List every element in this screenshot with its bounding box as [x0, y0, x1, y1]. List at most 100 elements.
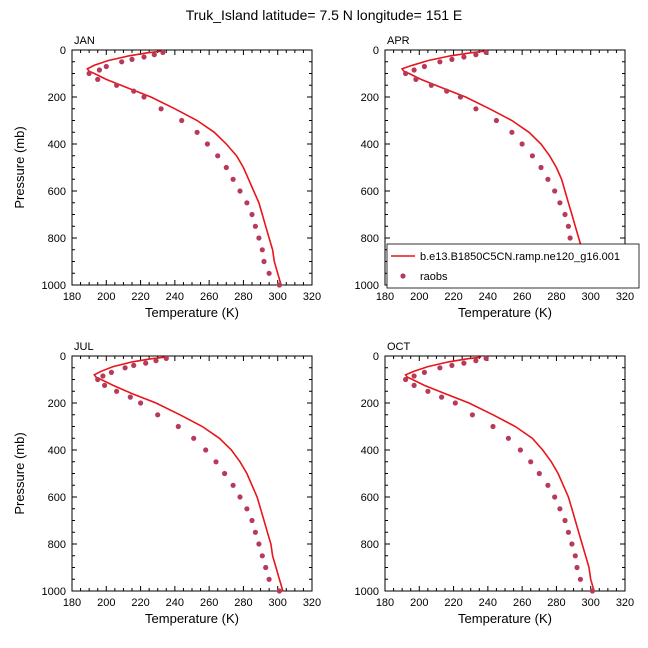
raobs-point	[569, 541, 575, 547]
raobs-point	[175, 423, 181, 430]
figure-title: Truk_Island latitude= 7.5 N longitude= 1…	[186, 7, 463, 23]
raobs-point	[276, 588, 282, 594]
model-line	[86, 50, 282, 286]
x-tick-label: 200	[97, 597, 115, 609]
y-tick-label: 200	[48, 398, 66, 410]
x-tick-label: 220	[444, 597, 462, 609]
raobs-point	[252, 529, 258, 535]
raobs-point	[86, 70, 92, 77]
y-tick-label: 800	[48, 233, 66, 245]
x-tick-label: 220	[131, 291, 149, 303]
y-tick-label: 600	[361, 186, 379, 198]
y-tick-label: 1000	[42, 280, 66, 292]
raobs-point	[428, 82, 434, 88]
x-tick-label: 300	[582, 291, 600, 303]
x-tick-label: 300	[269, 597, 287, 609]
raobs-point	[565, 223, 572, 229]
y-tick-label: 800	[361, 539, 379, 551]
raobs-point	[505, 435, 511, 441]
panel-title: JUL	[74, 341, 94, 353]
raobs-point	[179, 117, 185, 124]
raobs-point	[108, 369, 114, 375]
raobs-point	[256, 235, 262, 241]
raobs-point	[490, 423, 496, 430]
raobs-point	[519, 141, 525, 147]
raobs-point	[155, 412, 161, 418]
raobs-point	[259, 553, 265, 559]
raobs-point	[252, 223, 258, 229]
raobs-point	[141, 94, 147, 100]
raobs-point	[138, 400, 144, 406]
raobs-point	[230, 176, 236, 182]
y-tick-label: 400	[361, 139, 379, 151]
raobs-point	[237, 188, 243, 194]
model-line	[404, 356, 595, 592]
raobs-point	[131, 88, 137, 94]
raobs-point	[191, 435, 197, 441]
raobs-point	[567, 235, 573, 241]
x-tick-label: 260	[513, 291, 531, 303]
y-tick-label: 200	[361, 398, 379, 410]
raobs-point	[249, 517, 255, 524]
raobs-point	[473, 52, 479, 58]
raobs-point	[129, 56, 135, 63]
x-tick-label: 300	[582, 597, 600, 609]
raobs-point	[557, 506, 563, 512]
y-tick-label: 1000	[355, 280, 379, 292]
x-tick-label: 180	[376, 597, 394, 609]
x-tick-label: 320	[303, 291, 321, 303]
x-tick-label: 200	[97, 291, 115, 303]
y-tick-label: 400	[48, 445, 66, 457]
legend-marker-swatch	[400, 273, 406, 279]
raobs-point	[143, 360, 149, 366]
raobs-point	[552, 494, 558, 500]
x-tick-label: 220	[444, 291, 462, 303]
raobs-point	[237, 494, 243, 500]
raobs-point	[194, 129, 200, 135]
x-tick-label: 280	[547, 291, 565, 303]
y-tick-label: 800	[361, 233, 379, 245]
raobs-point	[536, 470, 542, 477]
y-axis-label: Pressure (mb)	[12, 432, 27, 514]
raobs-point	[141, 54, 147, 60]
raobs-point	[577, 576, 584, 582]
raobs-point	[528, 459, 534, 465]
raobs-point	[203, 447, 209, 453]
raobs-point	[449, 362, 455, 368]
raobs-point	[545, 176, 551, 182]
x-tick-label: 200	[410, 291, 428, 303]
raobs-point	[266, 270, 272, 276]
raobs-point	[151, 52, 157, 58]
y-tick-label: 600	[48, 186, 66, 198]
raobs-point	[222, 470, 228, 477]
raobs-point	[96, 67, 102, 73]
x-tick-label: 220	[131, 597, 149, 609]
raobs-point	[261, 258, 267, 265]
x-tick-label: 320	[616, 597, 634, 609]
raobs-point	[483, 355, 489, 361]
x-axis-label: Temperature (K)	[458, 611, 552, 626]
x-tick-label: 280	[234, 597, 252, 609]
raobs-point	[119, 59, 125, 65]
raobs-point	[473, 358, 479, 364]
y-tick-label: 800	[48, 539, 66, 551]
x-tick-label: 180	[376, 291, 394, 303]
raobs-point	[114, 388, 120, 394]
raobs-point	[552, 188, 558, 194]
raobs-point	[457, 94, 463, 100]
raobs-point	[565, 529, 572, 535]
raobs-point	[421, 369, 427, 375]
raobs-point	[509, 129, 515, 135]
raobs-point	[213, 459, 219, 465]
y-tick-label: 1000	[42, 586, 66, 598]
raobs-point	[160, 49, 166, 56]
raobs-point	[100, 373, 106, 379]
raobs-point	[529, 153, 536, 159]
raobs-point	[215, 153, 221, 159]
raobs-point	[493, 117, 499, 124]
raobs-point	[153, 358, 159, 364]
panel-title: JAN	[74, 35, 95, 47]
raobs-point	[163, 355, 169, 361]
raobs-point	[263, 564, 269, 571]
raobs-point	[103, 63, 109, 70]
